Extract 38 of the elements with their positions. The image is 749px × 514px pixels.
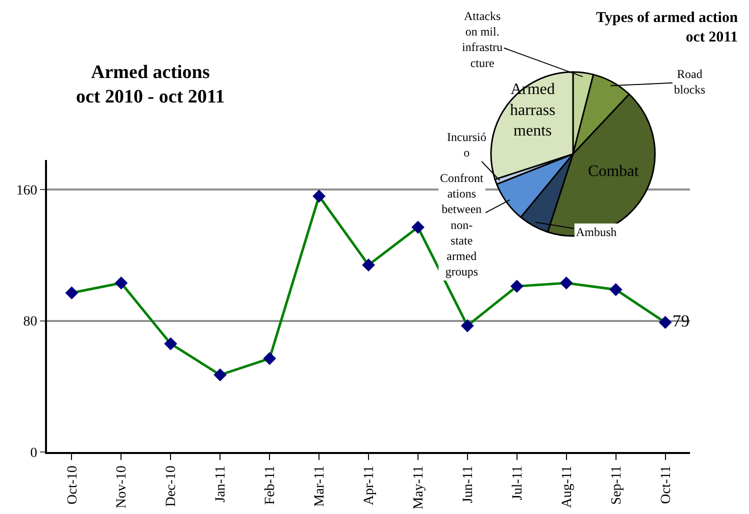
x-tick-label: Jun-11 [460, 466, 476, 504]
point [164, 337, 178, 350]
y-tick-label: 160 [16, 183, 38, 198]
data-label: 79 [672, 312, 690, 331]
slice-label: Combat [588, 163, 640, 180]
point [609, 283, 622, 296]
text: Types of armed action oct 2011 [596, 10, 738, 46]
slice-label: Incursió o [447, 130, 486, 160]
x-tick-label: Apr-11 [362, 466, 378, 506]
point [460, 319, 474, 332]
slice-label: Confrontations between non-state armed groups [440, 171, 484, 279]
x-tick-label: Oct-10 [65, 466, 80, 504]
x-tick-label: Jul-11 [510, 466, 526, 500]
point [560, 276, 573, 290]
x-tick-label: Nov-10 [114, 466, 130, 508]
x-tick-label: Feb-11 [263, 466, 278, 505]
point [312, 190, 326, 203]
x-tick-label: Aug-11 [560, 466, 575, 508]
slice-label: Road blocks [674, 67, 706, 97]
y-tick-label: 0 [30, 446, 38, 461]
point [658, 316, 672, 329]
x-tick-label: Dec-10 [164, 466, 180, 507]
point [65, 286, 78, 300]
point [411, 220, 424, 234]
x-tick-label: Sep-11 [609, 466, 624, 505]
point [114, 276, 128, 290]
point [510, 280, 524, 293]
point [263, 352, 276, 365]
x-tick-label: May-11 [412, 466, 427, 510]
y-tick-label: 80 [23, 314, 38, 330]
x-tick-label: Oct-11 [658, 466, 674, 504]
x-tick-label: Mar-11 [312, 466, 328, 507]
point [214, 368, 227, 382]
x-tick-label: Jan-11 [214, 466, 229, 502]
slice-label: Attacks on mil. infrastructure [462, 9, 503, 70]
legend-label: Ambush [576, 225, 617, 239]
chart-title: Armed actions oct 2010 - oct 2011 [76, 62, 225, 108]
point [362, 258, 375, 272]
